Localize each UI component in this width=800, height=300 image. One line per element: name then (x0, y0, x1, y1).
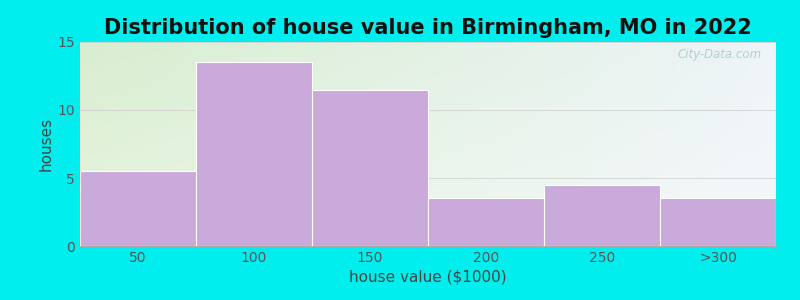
Bar (80, 171, 196, 246)
Bar (312, 90, 428, 246)
Y-axis label: houses: houses (38, 117, 54, 171)
Bar (196, 62, 312, 246)
Text: City-Data.com: City-Data.com (678, 48, 762, 61)
Title: Distribution of house value in Birmingham, MO in 2022: Distribution of house value in Birmingha… (104, 18, 752, 38)
Bar (428, 198, 544, 246)
X-axis label: house value ($1000): house value ($1000) (349, 269, 507, 284)
Bar (660, 198, 776, 246)
Bar (544, 185, 660, 246)
